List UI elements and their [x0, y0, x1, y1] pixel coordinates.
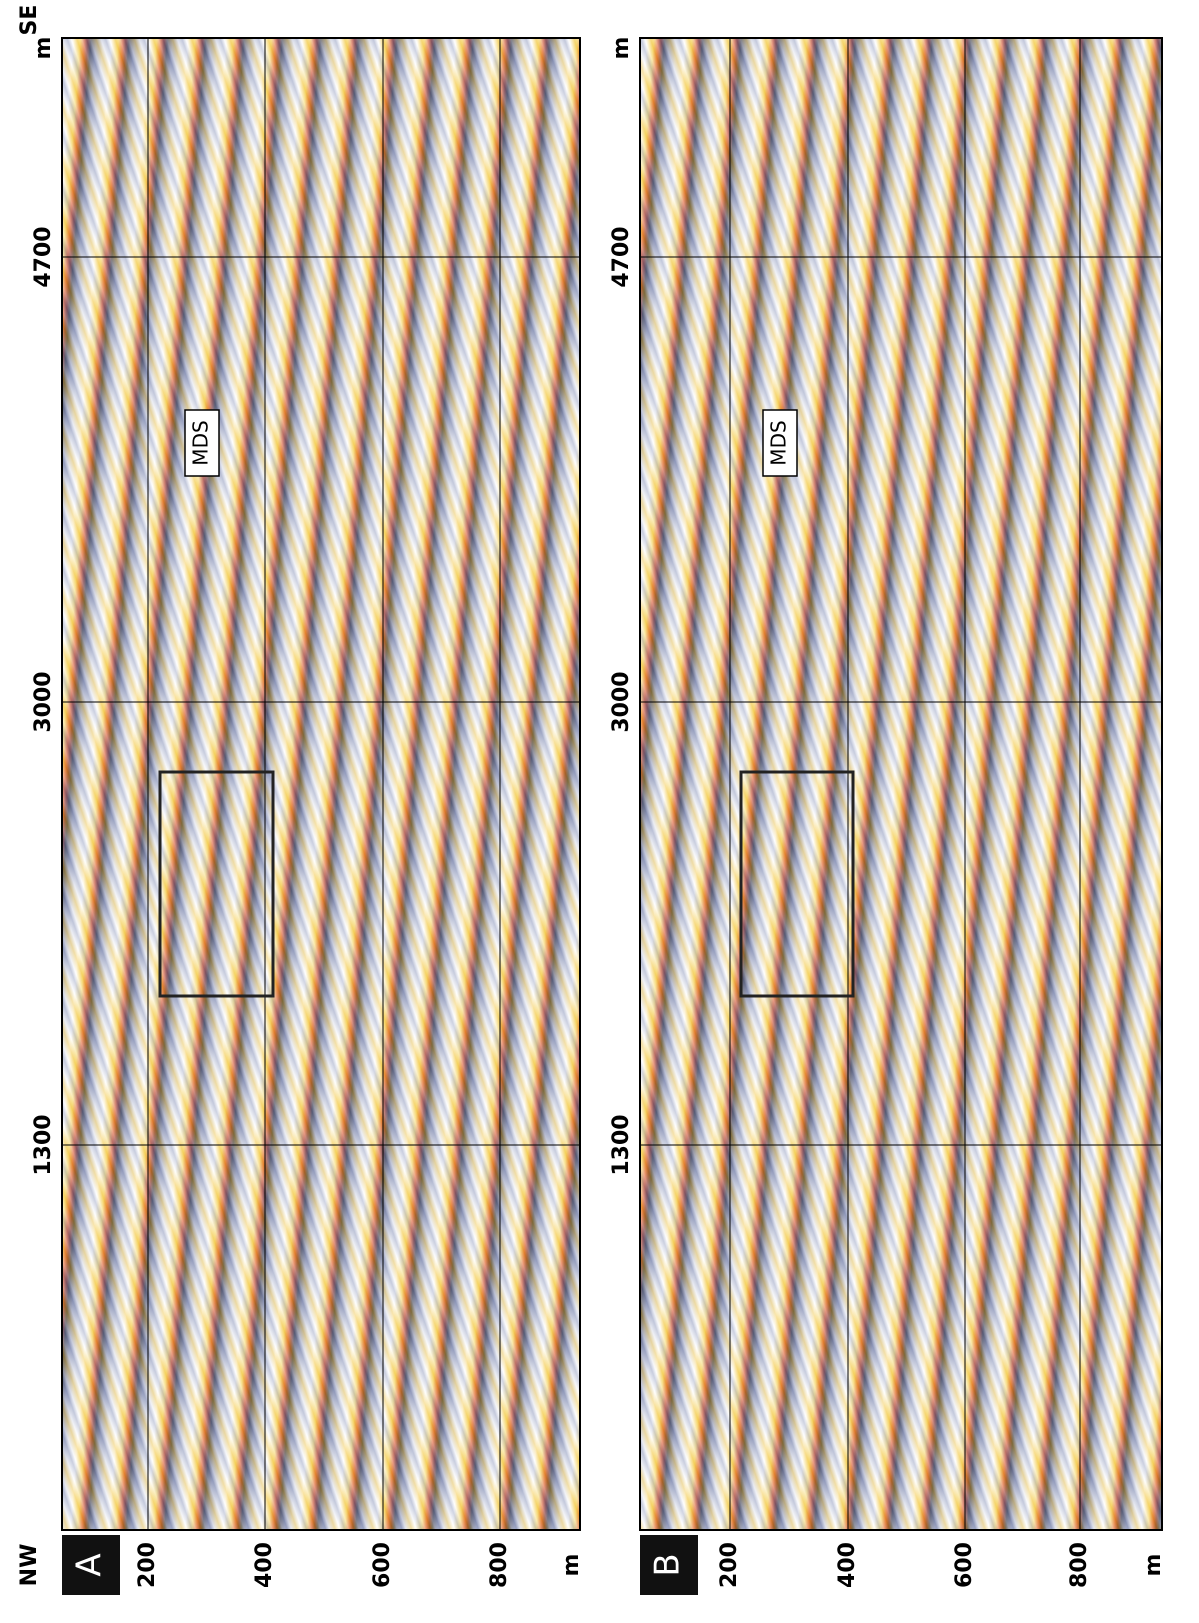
- distance-tick-label: 1300: [31, 1114, 56, 1175]
- seismic-texture: [62, 38, 580, 1530]
- panel-label-box: [62, 1535, 120, 1595]
- depth-tick-label: 200: [717, 1542, 742, 1588]
- section-frame: [61, 37, 581, 1531]
- depth-tick-label: 600: [952, 1542, 977, 1588]
- depth-unit: m: [559, 1554, 584, 1577]
- distance-tick-label: 3000: [609, 671, 634, 732]
- depth-tick-label: 800: [487, 1542, 512, 1588]
- distance-unit: m: [31, 37, 56, 60]
- annotation-box: [184, 409, 220, 477]
- orientation-right: SE: [17, 5, 42, 36]
- depth-tick-label: 800: [1067, 1542, 1092, 1588]
- highlight-box: [158, 770, 275, 998]
- annotation-box: [762, 409, 798, 477]
- panel-label: B: [648, 1553, 688, 1576]
- panel-label: A: [70, 1553, 110, 1576]
- section-frame: [639, 37, 1163, 1531]
- depth-unit: m: [1141, 1554, 1166, 1577]
- distance-tick-label: 4700: [31, 226, 56, 287]
- seismic-texture: [640, 38, 1162, 1530]
- orientation-left: NW: [17, 1544, 42, 1587]
- panel-label-box: [640, 1535, 698, 1595]
- annotation: MDS: [767, 420, 791, 465]
- distance-unit: m: [609, 37, 634, 60]
- depth-tick-label: 400: [835, 1542, 860, 1588]
- distance-tick-label: 3000: [31, 671, 56, 732]
- highlight-box: [739, 770, 855, 998]
- distance-tick-label: 4700: [609, 226, 634, 287]
- depth-tick-label: 200: [135, 1542, 160, 1588]
- depth-tick-label: 600: [370, 1542, 395, 1588]
- annotation: MDS: [189, 420, 213, 465]
- distance-tick-label: 1300: [609, 1114, 634, 1175]
- depth-tick-label: 400: [252, 1542, 277, 1588]
